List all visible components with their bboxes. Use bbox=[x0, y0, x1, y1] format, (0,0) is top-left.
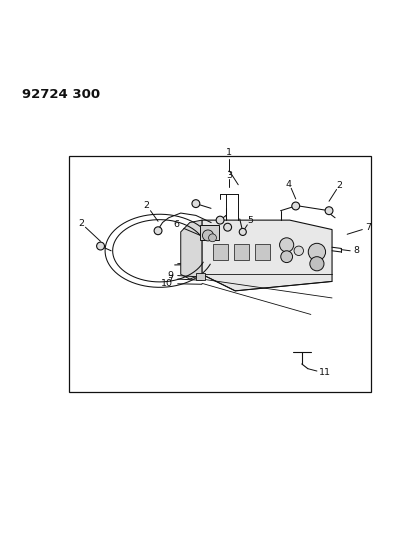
Text: 11: 11 bbox=[318, 368, 331, 377]
Polygon shape bbox=[181, 220, 202, 279]
Bar bbox=[69, 157, 371, 392]
Bar bbox=[213, 244, 228, 260]
Circle shape bbox=[97, 242, 105, 250]
Text: 2: 2 bbox=[337, 181, 343, 190]
Circle shape bbox=[202, 230, 213, 241]
Text: 5: 5 bbox=[247, 216, 253, 224]
Circle shape bbox=[216, 216, 224, 224]
Text: 3: 3 bbox=[226, 171, 232, 180]
Circle shape bbox=[294, 246, 303, 255]
Text: 1: 1 bbox=[226, 148, 232, 157]
Polygon shape bbox=[202, 220, 332, 291]
Circle shape bbox=[325, 207, 333, 215]
Circle shape bbox=[224, 223, 231, 231]
Circle shape bbox=[281, 251, 292, 263]
Circle shape bbox=[279, 238, 294, 252]
Circle shape bbox=[292, 202, 299, 210]
Circle shape bbox=[192, 200, 200, 207]
Text: 6: 6 bbox=[173, 220, 179, 229]
Circle shape bbox=[239, 228, 246, 236]
Circle shape bbox=[154, 227, 162, 235]
Text: 92724 300: 92724 300 bbox=[22, 88, 100, 101]
Text: 7: 7 bbox=[167, 274, 173, 284]
Circle shape bbox=[209, 234, 217, 242]
Text: 7: 7 bbox=[365, 223, 371, 232]
Text: 9: 9 bbox=[167, 271, 173, 280]
Bar bbox=[200, 225, 219, 240]
Text: 2: 2 bbox=[78, 219, 84, 228]
Text: 10: 10 bbox=[161, 279, 173, 288]
Circle shape bbox=[308, 243, 325, 261]
Bar bbox=[234, 244, 249, 260]
Circle shape bbox=[310, 257, 324, 271]
Text: 2: 2 bbox=[143, 201, 149, 211]
Text: 4: 4 bbox=[286, 180, 292, 189]
Bar bbox=[255, 244, 270, 260]
Bar bbox=[196, 273, 205, 280]
Text: 8: 8 bbox=[353, 246, 359, 255]
